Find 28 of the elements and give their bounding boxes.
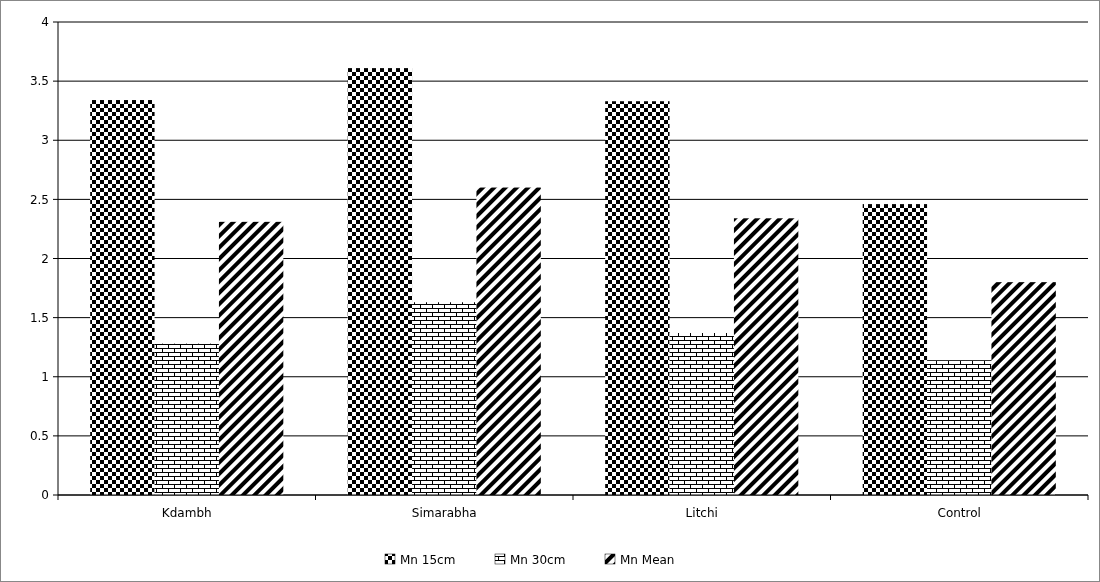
- y-tick-label: 0.5: [29, 429, 49, 444]
- x-tick-label: Simarabha: [411, 506, 477, 520]
- bar: [991, 282, 1056, 495]
- bar: [476, 187, 541, 495]
- bar: [218, 221, 284, 495]
- y-tick-label: 3.5: [29, 74, 49, 89]
- legend-label: Mn Mean: [620, 553, 675, 568]
- legend-label: Mn 30cm: [510, 553, 566, 568]
- bar: [733, 218, 799, 495]
- x-tick-label: Litchi: [685, 506, 718, 520]
- y-tick-label: 4: [41, 15, 49, 30]
- y-tick-label: 2: [41, 251, 49, 266]
- x-tick-label: Kdambh: [161, 506, 212, 520]
- bar: [669, 333, 734, 495]
- y-tick-label: 3: [41, 133, 49, 148]
- x-tick-label: Control: [937, 506, 981, 520]
- y-tick-label: 2.5: [29, 192, 49, 207]
- bar: [412, 302, 477, 495]
- legend-label: Mn 15cm: [400, 553, 456, 568]
- bar: [90, 100, 155, 495]
- bar: [154, 343, 219, 495]
- bar: [927, 360, 992, 495]
- y-tick-label: 1.5: [29, 310, 49, 325]
- y-tick-label: 0: [41, 488, 49, 503]
- bar: [605, 101, 670, 495]
- bar: [347, 68, 413, 495]
- y-tick-label: 1: [41, 369, 49, 384]
- bar: [862, 204, 928, 495]
